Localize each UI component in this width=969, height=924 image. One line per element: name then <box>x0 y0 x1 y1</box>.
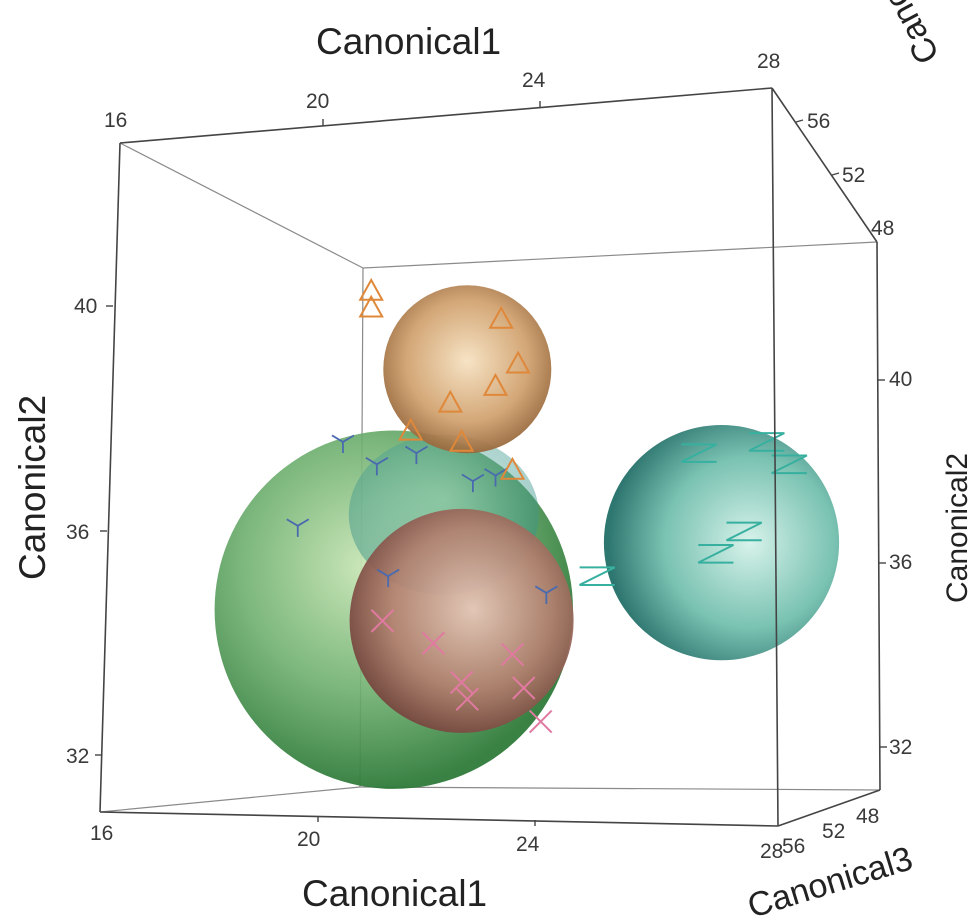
group-4-point-1 <box>680 443 717 463</box>
group-3-point-8 <box>499 456 526 480</box>
group-4-sphere <box>603 424 840 661</box>
group-1-point-7 <box>534 585 558 604</box>
tick-x-bottom-20: 20 <box>297 828 320 851</box>
group-3-sphere <box>383 285 552 454</box>
group-3-point-1 <box>358 277 384 301</box>
tick-z-top-56: 56 <box>807 110 830 133</box>
tick-x-bottom-24: 24 <box>516 833 540 856</box>
group-2-point-4 <box>500 642 525 667</box>
group-1-point-1 <box>286 518 310 537</box>
tick-y-right-40: 40 <box>889 368 912 391</box>
tick-x-top-24: 24 <box>522 69 546 92</box>
tick-y-left-36: 36 <box>66 521 89 544</box>
group-4-point-5 <box>697 543 734 564</box>
group-1-point-5 <box>461 473 485 493</box>
group-markers <box>286 277 808 734</box>
tick-z-bottom-48: 48 <box>856 805 879 828</box>
tick-y-left-40: 40 <box>74 295 97 318</box>
tick-x-top-16: 16 <box>104 109 127 132</box>
group-3-point-4 <box>505 350 531 374</box>
group-2-point-2 <box>421 631 446 655</box>
tick-y-left-32: 32 <box>66 745 89 768</box>
group-3-point-2 <box>358 294 384 318</box>
x-axis-title-bottom: Canonical1 <box>302 873 487 914</box>
group-spheres <box>214 285 840 789</box>
tick-z-bottom-56: 56 <box>782 835 805 858</box>
group-1-point-4 <box>404 445 428 465</box>
group-1-point-3 <box>365 456 389 476</box>
y-axis-title-right: Canonical2 <box>941 453 969 603</box>
y-axis-title-left: Canonical2 <box>12 395 53 580</box>
tick-x-bottom-28: 28 <box>760 840 783 863</box>
group-3-point-5 <box>482 372 509 396</box>
group-2-sphere <box>349 508 574 733</box>
tick-y-right-36: 36 <box>889 551 912 574</box>
tick-y-right-32: 32 <box>889 736 912 759</box>
group-2-point-5 <box>528 709 553 734</box>
group-4-point-3 <box>771 454 808 475</box>
tick-z-bottom-52: 52 <box>822 820 845 843</box>
tick-x-top-28: 28 <box>757 50 780 73</box>
tick-x-bottom-16: 16 <box>90 822 113 845</box>
group-3-point-3 <box>488 305 514 329</box>
group-4-point-4 <box>726 521 763 542</box>
group-2-point-6 <box>455 687 479 711</box>
group-4-point-6 <box>579 566 616 586</box>
tick-labels: 16 20 24 28 16 20 24 28 40 36 32 40 36 3… <box>66 50 912 863</box>
z-axis-title-top: Canonical3 <box>834 0 947 70</box>
group-1-point-8 <box>376 568 400 588</box>
group-2-point-7 <box>512 676 536 700</box>
tick-z-top-48: 48 <box>871 217 894 240</box>
group-3-point-6 <box>398 417 424 441</box>
x-axis-title-top: Canonical1 <box>316 21 501 62</box>
group-2-point-1 <box>370 609 395 633</box>
group-1-point-2 <box>331 434 355 453</box>
group-2-point-3 <box>449 670 474 695</box>
group-1-point-6 <box>484 468 507 487</box>
group-4-point-2 <box>748 432 785 452</box>
tick-z-top-52: 52 <box>842 164 865 187</box>
group-3-point-7 <box>448 428 475 452</box>
group-3-point-9 <box>437 389 463 413</box>
tick-x-top-20: 20 <box>306 90 329 113</box>
box-front <box>99 87 881 827</box>
